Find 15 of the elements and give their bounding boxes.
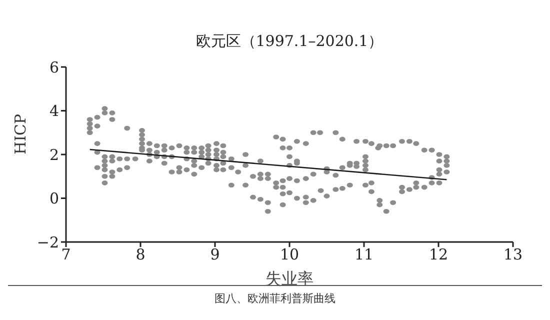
x-tick-label: 13 bbox=[503, 246, 523, 264]
x-tick-label: 12 bbox=[428, 246, 448, 264]
y-tick-label: −2 bbox=[36, 233, 59, 252]
y-tick-label: 2 bbox=[49, 146, 59, 164]
y-tick-label: 6 bbox=[49, 58, 59, 76]
x-tick-label: 9 bbox=[210, 246, 220, 264]
x-tick-label: 8 bbox=[136, 246, 146, 264]
x-tick-label: 10 bbox=[280, 246, 300, 264]
text: 图八、欧洲菲利普斯曲线 bbox=[214, 291, 336, 306]
x-tick-label: 11 bbox=[354, 246, 374, 264]
chart-title: 欧元区（1997.1–2020.1） bbox=[194, 32, 384, 51]
y-tick-label: 4 bbox=[49, 102, 59, 120]
x-tick-label: 7 bbox=[61, 246, 71, 264]
y-axis-title: HICP bbox=[11, 114, 30, 154]
y-tick-label: 0 bbox=[49, 190, 59, 208]
